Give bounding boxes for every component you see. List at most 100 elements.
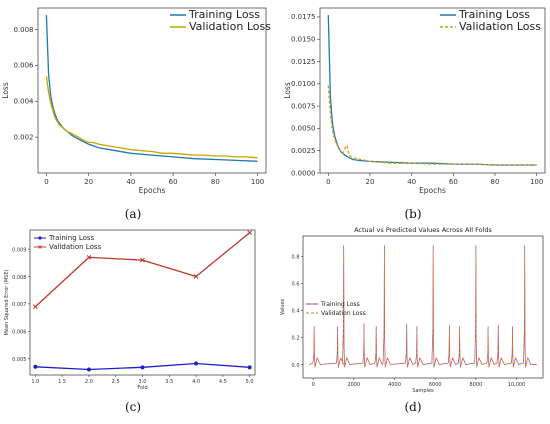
x-tick-label: 2.0 xyxy=(85,379,93,385)
chart-title: Actual vs Predicted Values Across All Fo… xyxy=(354,226,492,234)
data-point xyxy=(33,364,38,369)
series-line-1 xyxy=(327,85,537,166)
data-point xyxy=(86,367,91,372)
x-tick-label: 2000 xyxy=(347,382,360,388)
chart-0-data xyxy=(45,15,258,162)
data-point xyxy=(33,304,38,309)
y-tick-label: 0.007 xyxy=(12,302,26,308)
chart-3: 0 2000 4000 6000 8000 10,000 0.0 0.2 0.4 0.6 0.8 Sa… xyxy=(280,226,544,414)
legend-label: Training Loss xyxy=(458,8,530,21)
y-tick-label: 0.0150 xyxy=(291,36,316,44)
legend-marker xyxy=(38,245,42,249)
x-tick-label: 80 xyxy=(491,178,500,186)
y-tick-label: 0.0 xyxy=(292,363,300,369)
x-tick-label: 100 xyxy=(530,178,543,186)
x-tick-label: 60 xyxy=(449,178,458,186)
x-tick-label: 8000 xyxy=(470,382,483,388)
x-tick-label: 5.0 xyxy=(246,379,254,385)
y-tick-label: 0.005 xyxy=(12,357,26,363)
plot-frame xyxy=(37,7,267,174)
data-point xyxy=(140,257,145,263)
chart-1-data xyxy=(327,15,537,166)
y-tick-label: 0.2 xyxy=(292,336,300,342)
y-tick-label: 0.008 xyxy=(13,26,33,34)
x-tick-label: 3.5 xyxy=(165,379,173,385)
y-tick-label: 0.6 xyxy=(292,282,300,288)
x-tick-label: 6000 xyxy=(429,382,442,388)
data-point xyxy=(247,230,252,236)
chart-2-data xyxy=(33,230,252,372)
chart-1: 0 20 40 60 80 100 0.0000 0.0025 0.0050 0.0075 0.01… xyxy=(283,7,546,221)
y-axis-label: Values xyxy=(280,298,286,315)
legend-label: Training Loss xyxy=(320,301,360,308)
legend-label: Validation Loss xyxy=(459,20,541,33)
y-tick-label: 0.0050 xyxy=(291,125,316,133)
panel-caption: (b) xyxy=(404,207,421,221)
y-axis-label: Loss xyxy=(1,82,10,99)
data-point xyxy=(194,361,199,366)
y-tick-label: 0.008 xyxy=(12,275,26,281)
x-tick-label: 4.0 xyxy=(192,379,200,385)
legend-label: Validation Loss xyxy=(321,310,366,317)
x-tick-label: 4000 xyxy=(388,382,401,388)
y-tick-label: 0.0175 xyxy=(291,13,316,21)
series-line-0 xyxy=(327,15,537,166)
x-tick-label: 1.0 xyxy=(31,379,39,385)
x-tick-label: 3.0 xyxy=(139,379,147,385)
series-line-0 xyxy=(45,15,258,162)
chart-0: 0 20 40 60 80 100 0.002 0.004 0.006 0.008 Epochs Lo… xyxy=(1,7,271,221)
chart-2: 1.0 1.5 2.0 2.5 3.0 3.5 4.0 4.5 5.0 0.005 0.006 0.0… xyxy=(4,229,256,414)
data-point xyxy=(140,365,145,370)
legend-label: Validation Loss xyxy=(189,20,271,33)
y-tick-label: 0.006 xyxy=(12,330,26,336)
x-tick-label: 20 xyxy=(84,178,93,186)
y-tick-label: 0.0000 xyxy=(291,169,316,177)
x-tick-label: 10,000 xyxy=(508,382,526,388)
plot-frame xyxy=(29,229,256,376)
x-axis-label: Epochs xyxy=(139,186,166,195)
x-axis-label: Epochs xyxy=(419,186,446,195)
legend: Training Loss Validation Loss xyxy=(306,301,366,317)
series-line-1 xyxy=(45,76,258,159)
legend-label: Training Loss xyxy=(48,234,95,242)
x-axis-label: Samples xyxy=(412,388,434,394)
data-point xyxy=(86,255,92,260)
y-tick-label: 0.009 xyxy=(12,247,26,253)
y-tick-label: 0.006 xyxy=(13,62,34,70)
y-tick-label: 0.0100 xyxy=(291,80,316,88)
x-tick-label: 20 xyxy=(366,178,375,186)
x-tick-label: 2.5 xyxy=(112,379,120,385)
x-tick-label: 80 xyxy=(211,178,220,186)
x-axis-label: Fold xyxy=(137,385,147,391)
data-point xyxy=(247,365,252,370)
y-tick-label: 0.0125 xyxy=(291,58,316,66)
series-line-1 xyxy=(308,250,537,368)
y-tick-label: 0.002 xyxy=(13,133,33,141)
legend-marker xyxy=(38,236,42,240)
plot-frame xyxy=(302,235,544,379)
panel-caption: (a) xyxy=(125,207,142,221)
x-tick-label: 40 xyxy=(126,178,135,186)
x-tick-label: 40 xyxy=(407,178,416,186)
panel-caption: (c) xyxy=(125,400,141,414)
y-axis-label: Loss xyxy=(283,82,292,99)
plot-frame xyxy=(319,7,546,174)
y-tick-label: 0.0025 xyxy=(291,147,316,155)
y-axis-label: Mean Squared Error (MSE) xyxy=(4,270,10,336)
chart-3-data xyxy=(308,245,537,368)
y-tick-label: 0.4 xyxy=(292,309,300,315)
x-tick-label: 0 xyxy=(44,178,48,186)
x-tick-label: 100 xyxy=(251,178,264,186)
panel-caption: (d) xyxy=(404,400,421,414)
x-tick-label: 4.5 xyxy=(219,379,227,385)
y-tick-label: 0.004 xyxy=(13,98,34,106)
x-tick-label: 0 xyxy=(312,382,315,388)
x-tick-label: 0 xyxy=(326,178,330,186)
x-tick-label: 1.5 xyxy=(58,379,66,385)
y-tick-label: 0.8 xyxy=(292,255,300,261)
data-point xyxy=(193,274,199,279)
